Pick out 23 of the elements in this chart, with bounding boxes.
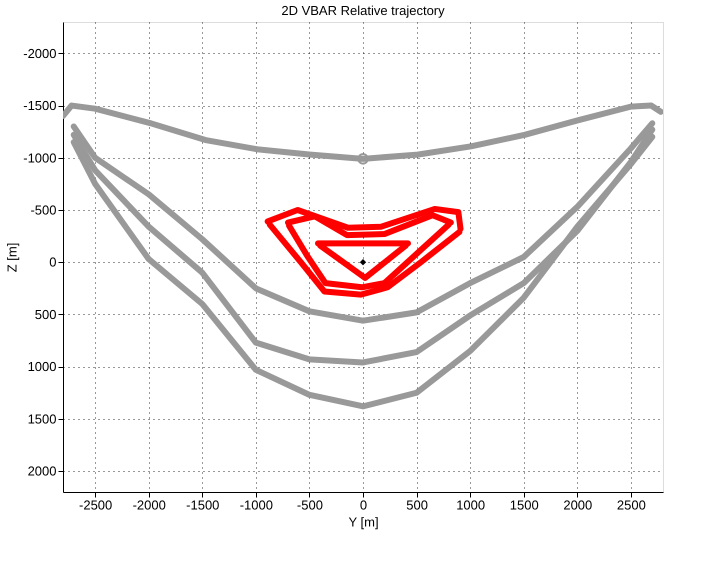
y-tick-label: 1000 <box>28 359 56 374</box>
chart-title: 2D VBAR Relative trajectory <box>281 3 446 18</box>
x-tick-label: -1000 <box>240 498 273 512</box>
x-tick-label: 2000 <box>563 498 592 512</box>
y-tick-label: -1500 <box>23 98 56 114</box>
x-tick-label: -500 <box>296 498 323 512</box>
y-tick-label: -1000 <box>23 150 56 166</box>
x-tick-label: -1500 <box>186 498 220 512</box>
y-tick-label: 1500 <box>28 411 56 426</box>
y-tick-label: 2000 <box>28 464 56 479</box>
x-tick-label: -2000 <box>132 498 166 512</box>
y-tick-label: -500 <box>30 202 56 218</box>
x-tick-label: 500 <box>406 498 428 512</box>
x-tick-label: 0 <box>360 498 368 512</box>
y-tick-label: 500 <box>34 306 56 322</box>
y-axis-title: Z [m] <box>4 242 20 272</box>
x-tick-label: 2500 <box>616 498 646 512</box>
x-tick-label: 1500 <box>510 498 539 512</box>
x-axis-title: Y [m] <box>348 514 379 530</box>
y-tick-label: 0 <box>49 254 56 270</box>
x-tick-label: 1000 <box>456 498 486 512</box>
y-tick-label: -2000 <box>23 46 56 61</box>
x-tick-label: -2500 <box>79 498 112 512</box>
